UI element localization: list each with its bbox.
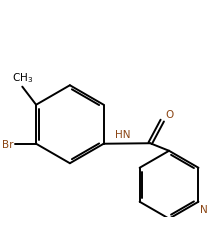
Text: N: N (200, 204, 208, 214)
Text: O: O (165, 110, 173, 120)
Text: Br: Br (2, 139, 14, 149)
Text: HN: HN (115, 130, 131, 139)
Text: CH$_3$: CH$_3$ (12, 71, 33, 84)
